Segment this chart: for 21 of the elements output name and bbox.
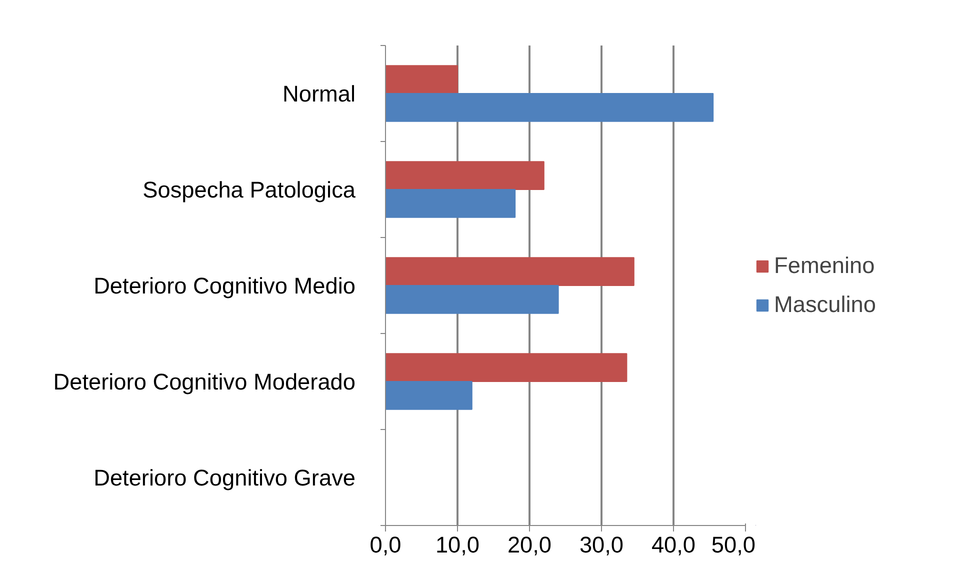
x-tick-label: 0,0 xyxy=(370,532,402,558)
x-tick-label: 10,0 xyxy=(435,532,480,558)
x-tick-label: 30,0 xyxy=(579,532,624,558)
bar xyxy=(386,381,472,410)
y-tick-label: Deterioro Cognitivo Moderado xyxy=(53,368,356,394)
bar xyxy=(386,189,516,218)
y-tick-label: Deterioro Cognitivo Grave xyxy=(94,464,356,490)
bar xyxy=(386,161,544,190)
bar xyxy=(386,93,714,122)
x-tick-label: 50,0 xyxy=(711,532,756,558)
bar xyxy=(386,257,634,286)
y-tick-label: Deterioro Cognitivo Medio xyxy=(94,272,356,298)
bar xyxy=(386,353,628,382)
legend-label: Femenino xyxy=(774,252,875,279)
y-tick-label: Normal xyxy=(282,80,356,106)
x-tick-label: 20,0 xyxy=(507,532,552,558)
x-tick-label: 40,0 xyxy=(651,532,696,558)
bar xyxy=(386,65,458,94)
legend-label: Masculino xyxy=(774,291,876,318)
bar xyxy=(386,285,559,314)
y-tick-label: Sospecha Patologica xyxy=(142,176,356,202)
